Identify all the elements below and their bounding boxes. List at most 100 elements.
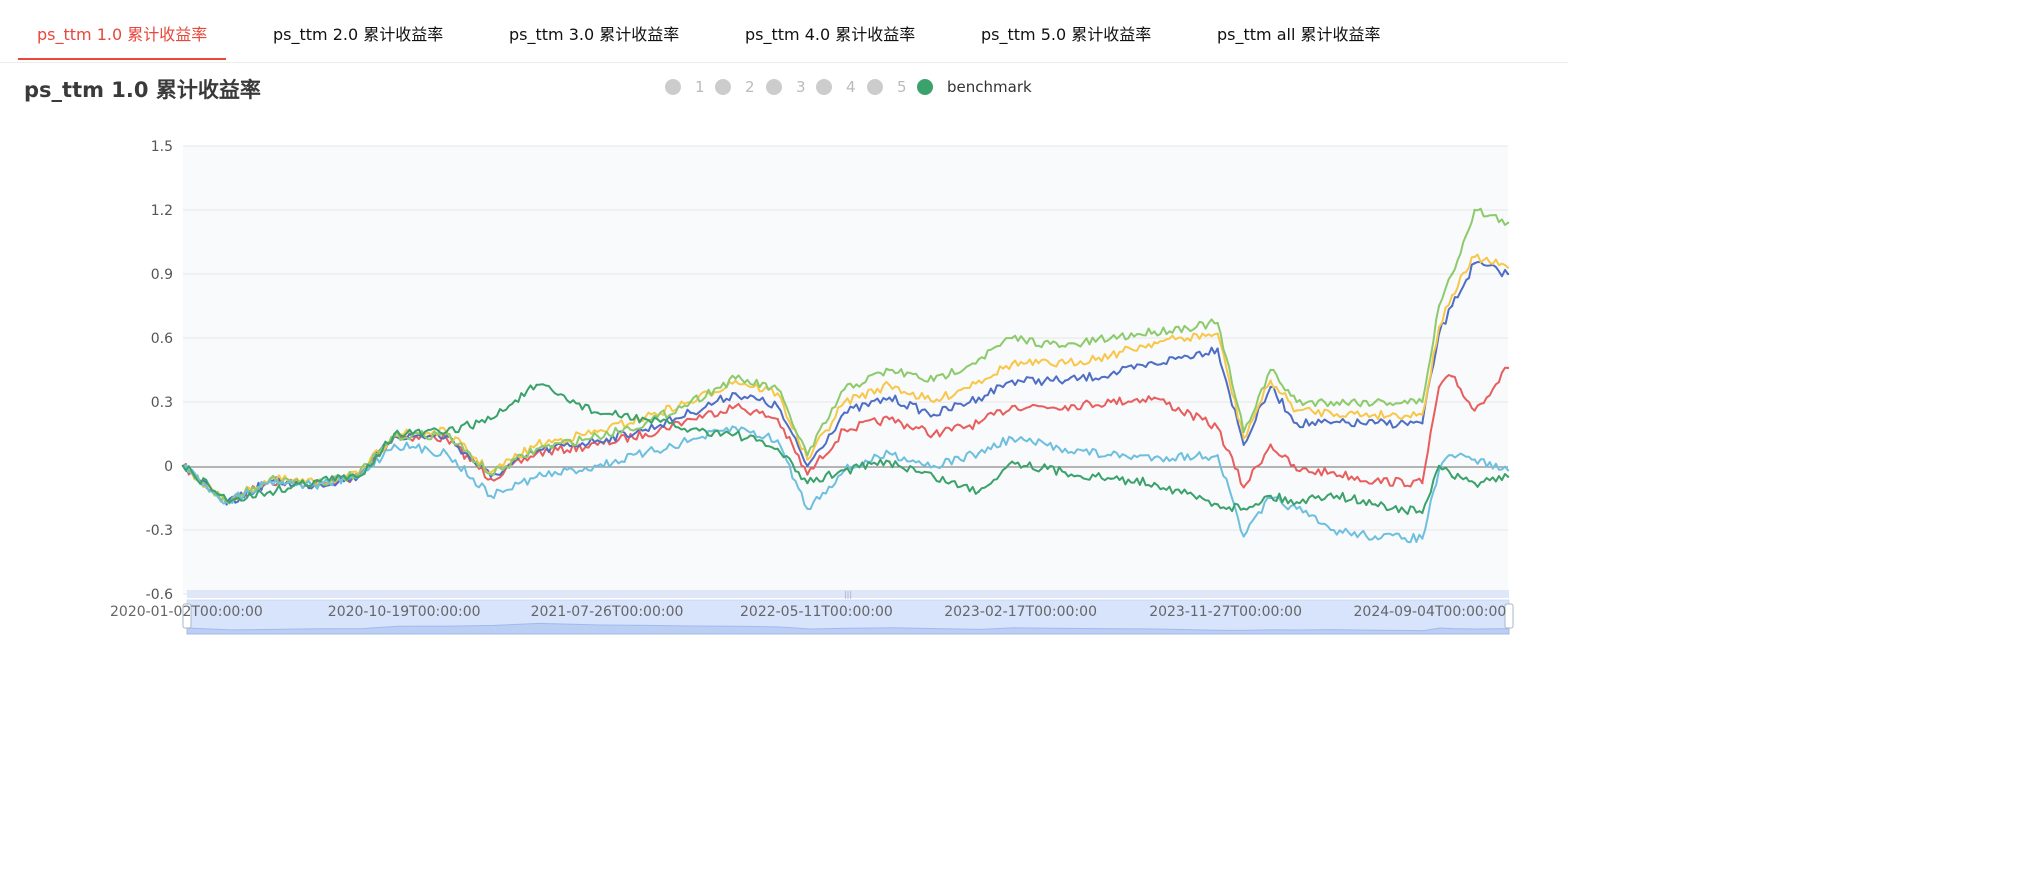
data-point	[1216, 426, 1219, 429]
legend-label: 2	[745, 78, 755, 96]
data-point	[689, 439, 692, 442]
zoom-top-bar[interactable]	[187, 590, 1509, 598]
legend-item-5[interactable]: 5	[867, 78, 907, 96]
data-point	[806, 473, 809, 476]
data-point	[1153, 481, 1156, 485]
legend-item-4[interactable]: 4	[816, 78, 856, 96]
data-point	[644, 428, 647, 431]
data-point	[445, 430, 448, 434]
data-point	[1216, 347, 1219, 350]
data-point	[1373, 479, 1377, 483]
tab-ps-ttm-3[interactable]: ps_ttm 3.0 累计收益率	[509, 25, 680, 44]
y-tick-label: 0.9	[151, 267, 173, 283]
data-point	[888, 383, 891, 387]
data-point	[977, 422, 980, 425]
legend-item-2[interactable]: 2	[715, 78, 755, 96]
x-tick-label: 2023-11-27T00:00:00	[1149, 604, 1302, 620]
data-point	[1473, 458, 1476, 461]
data-point	[888, 417, 891, 421]
data-point	[888, 460, 891, 463]
data-point	[1450, 375, 1454, 378]
data-point	[1506, 366, 1510, 370]
legend-label: benchmark	[947, 78, 1032, 96]
data-point	[1216, 503, 1219, 506]
legend-label: 4	[846, 78, 856, 96]
data-point	[1329, 411, 1333, 414]
zoom-selected-window[interactable]	[187, 600, 1509, 634]
data-point	[977, 358, 980, 361]
tab-ps-ttm-5[interactable]: ps_ttm 5.0 累计收益率	[981, 25, 1152, 44]
data-zoom-slider[interactable]: ||| 2020-01-02T00:00:00 2020-10-19T00:00:…	[110, 590, 1514, 635]
data-point	[1269, 368, 1272, 372]
data-point	[1109, 353, 1113, 357]
data-point	[776, 439, 779, 442]
data-point	[1437, 326, 1441, 329]
y-tick-label: -0.3	[146, 523, 173, 539]
legend-label: 1	[695, 78, 705, 96]
legend-dot-icon	[867, 79, 883, 95]
data-point	[1329, 400, 1333, 404]
data-point	[932, 464, 935, 468]
data-point	[1242, 430, 1245, 434]
y-axis-ticks: 1.5 1.2 0.9 0.6 0.3 0 -0.3 -0.6	[146, 139, 173, 603]
data-point	[1473, 409, 1476, 412]
series-line-4	[182, 207, 1509, 505]
data-point	[1373, 503, 1377, 506]
data-point	[1437, 304, 1441, 308]
legend-item-1[interactable]: 1	[665, 78, 705, 96]
data-point	[1421, 422, 1424, 425]
data-point	[644, 432, 647, 436]
tab-ps-ttm-all[interactable]: ps_ttm all 累计收益率	[1217, 25, 1381, 44]
data-point	[489, 471, 492, 474]
data-point	[1242, 507, 1245, 510]
plot-background	[183, 146, 1508, 594]
data-point	[1373, 535, 1377, 538]
data-point	[843, 411, 846, 414]
data-point	[776, 405, 779, 408]
zoom-drag-grip-icon[interactable]: |||	[844, 590, 852, 599]
data-point	[1153, 341, 1156, 344]
legend-item-benchmark[interactable]: benchmark	[917, 78, 1032, 96]
tab-ps-ttm-2[interactable]: ps_ttm 2.0 累计收益率	[273, 25, 444, 44]
data-point	[689, 428, 692, 431]
data-point	[1450, 304, 1454, 308]
data-point	[932, 475, 935, 478]
data-point	[1153, 330, 1156, 333]
legend-item-3[interactable]: 3	[766, 78, 806, 96]
data-point	[1329, 528, 1333, 532]
data-point	[843, 428, 846, 431]
data-point	[806, 507, 809, 510]
data-point	[932, 413, 935, 416]
data-point	[843, 388, 846, 391]
data-point	[806, 464, 809, 468]
tab-ps-ttm-4[interactable]: ps_ttm 4.0 累计收益率	[745, 25, 916, 44]
data-point	[535, 383, 538, 387]
data-point	[806, 481, 809, 485]
legend-dot-icon	[816, 79, 832, 95]
data-point	[357, 475, 360, 478]
data-point	[489, 477, 492, 480]
series-line-5	[182, 425, 1509, 544]
data-point	[535, 447, 538, 451]
x-tick-label: 2020-10-19T00:00:00	[328, 604, 481, 620]
data-point	[1437, 464, 1441, 468]
data-point	[268, 490, 272, 493]
data-point	[1242, 437, 1245, 440]
data-point	[1063, 405, 1067, 408]
data-point	[1373, 413, 1377, 416]
data-point	[734, 426, 737, 429]
tab-ps-ttm-1[interactable]: ps_ttm 1.0 累计收益率	[18, 0, 227, 60]
data-point	[1450, 272, 1454, 276]
data-point	[1269, 443, 1272, 446]
zoom-right-handle[interactable]	[1504, 603, 1514, 629]
line-chart: 1.51.20.90.60.30-0.3-0.6 1 2 3 4 5 benchmark …	[110, 78, 1514, 635]
zoom-left-handle[interactable]	[182, 603, 192, 629]
data-point	[1063, 362, 1067, 365]
data-point	[1421, 511, 1424, 515]
data-point	[734, 432, 737, 436]
chart-title: ps_ttm 1.0 累计收益率	[24, 78, 261, 102]
data-point	[393, 443, 396, 446]
data-point	[1216, 332, 1219, 335]
data-point	[1295, 507, 1298, 510]
data-point	[932, 400, 935, 404]
